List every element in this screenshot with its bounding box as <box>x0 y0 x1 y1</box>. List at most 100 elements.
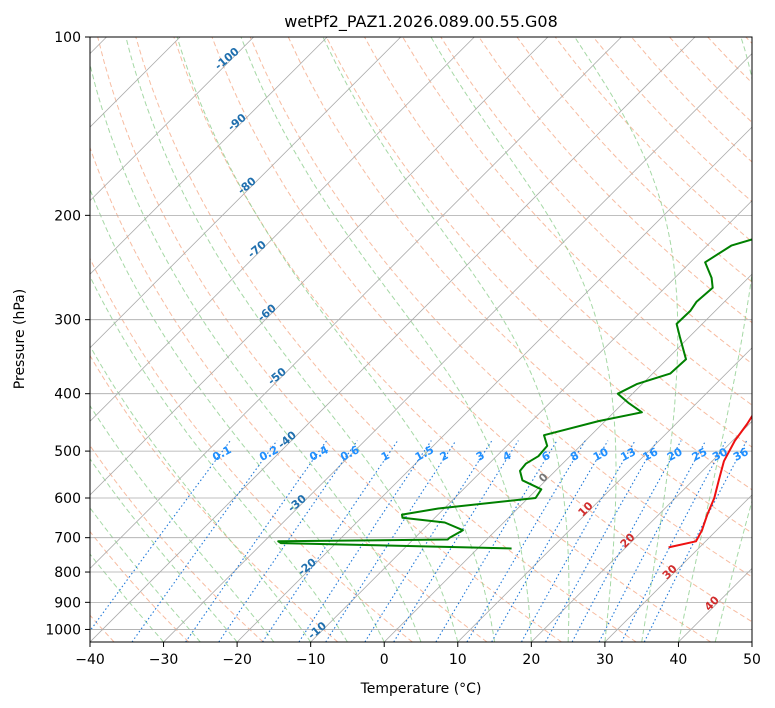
dry-adiabat <box>440 37 752 365</box>
y-tick-label: 1000 <box>45 622 81 638</box>
x-tick-label: 30 <box>596 652 614 668</box>
mixing-ratio-label: 13 <box>618 445 638 464</box>
y-axis-label: Pressure (hPa) <box>12 289 28 389</box>
x-tick-label: −20 <box>222 652 252 668</box>
dry-adiabat <box>478 37 752 324</box>
isotherm <box>457 347 752 642</box>
dry-adiabat <box>745 37 752 44</box>
mixing-ratio-label: 0.4 <box>307 443 331 464</box>
mixing-ratio-line <box>643 440 748 642</box>
x-axis: −40 −30 −20 −10 0 10 20 30 40 50 <box>75 642 761 668</box>
x-tick-label: −40 <box>75 652 105 668</box>
y-tick-label: 700 <box>54 531 81 547</box>
mixing-ratio-line <box>435 440 558 642</box>
y-tick-label: 900 <box>54 595 81 611</box>
mixing-ratio-line <box>185 440 328 642</box>
mixing-ratio-line <box>598 440 707 642</box>
dry-adiabat <box>707 37 752 84</box>
moist-adiabat <box>714 498 752 642</box>
dry-adiabat <box>249 37 752 578</box>
y-tick-label: 400 <box>54 387 81 403</box>
x-tick-label: 50 <box>743 652 761 668</box>
dry-adiabat <box>90 530 189 642</box>
dry-adiabat <box>90 354 339 642</box>
mixing-ratio-line <box>571 440 682 642</box>
isotherm <box>310 200 752 642</box>
dry-adiabat <box>90 444 264 642</box>
dry-adiabat-label: -20 <box>295 555 319 578</box>
mixing-ratio-line <box>262 440 399 642</box>
dewpoint-profile-line <box>277 238 752 550</box>
isotherm <box>383 273 752 642</box>
mixing-ratio-label: 36 <box>731 445 751 464</box>
mixing-ratio-label: 0.2 <box>257 443 280 464</box>
moist-adiabat <box>90 507 201 642</box>
dry-adiabat <box>173 37 711 642</box>
mixing-ratio-line <box>131 440 278 642</box>
mixing-ratio-label: 20 <box>665 445 685 464</box>
dry-adiabat-label: -100 <box>212 45 242 73</box>
dry-adiabat <box>97 37 562 642</box>
temperature-profile-line <box>668 414 752 549</box>
x-tick-label: 20 <box>522 652 540 668</box>
moist-adiabat <box>90 457 238 642</box>
dry-adiabat <box>90 257 413 642</box>
dry-adiabat-label: -30 <box>285 492 309 515</box>
mixing-ratio-line <box>521 440 636 642</box>
isotherm <box>90 37 402 349</box>
isotherm <box>604 494 752 642</box>
dry-adiabat-label: -10 <box>305 619 329 642</box>
y-tick-label: 800 <box>54 565 81 581</box>
mixing-ratio-label: 25 <box>690 445 710 464</box>
x-axis-label: Temperature (°C) <box>360 681 482 697</box>
dry-adiabat <box>554 37 752 243</box>
y-tick-label: 200 <box>54 208 81 224</box>
y-tick-label: 600 <box>54 491 81 507</box>
dry-adiabat-label: -70 <box>245 238 269 261</box>
dry-adiabat <box>592 37 752 203</box>
x-tick-label: 0 <box>380 652 389 668</box>
x-tick-label: −10 <box>296 652 326 668</box>
plot-frame <box>89 36 753 643</box>
moist-adiabat <box>90 188 385 642</box>
profile-series <box>277 238 752 550</box>
isotherm <box>90 37 254 202</box>
moist-adiabat <box>90 345 312 642</box>
dry-adiabat <box>211 37 752 623</box>
mixing-ratio-label: 10 <box>591 445 611 464</box>
mixing-ratio-line <box>393 440 519 642</box>
moist-adiabat <box>430 37 617 642</box>
mixing-ratio-line <box>364 440 493 642</box>
dry-adiabat-label: -60 <box>255 301 279 324</box>
mixing-ratio-line <box>491 440 609 642</box>
isotherm <box>678 567 752 642</box>
x-tick-label: −30 <box>149 652 179 668</box>
moist-adiabat <box>322 37 570 642</box>
isotherm <box>90 37 549 496</box>
dry-adiabat <box>402 37 752 406</box>
dry-adiabat <box>90 146 488 642</box>
moist-adiabat <box>677 37 752 642</box>
mixing-ratio-line <box>90 440 231 632</box>
y-tick-label: 100 <box>54 30 81 46</box>
chart-title: wetPf2_PAZ1.2026.089.00.55.G08 <box>284 12 558 32</box>
moist-adiabat <box>176 37 496 642</box>
moist-adiabat <box>125 37 459 642</box>
mixing-ratio-line <box>466 440 586 642</box>
y-tick-label: 500 <box>54 444 81 460</box>
line-labels: 0.1 0.2 0.4 0.6 1 1.5 2 3 4 6 8 10 13 16 20 25 30 36-100-… <box>210 45 751 642</box>
moist-adiabat <box>90 62 422 642</box>
moist-adiabat-label: 20 <box>618 530 638 550</box>
isotherm <box>236 126 752 642</box>
dry-adiabat <box>631 37 752 163</box>
dry-adiabat <box>516 37 752 283</box>
isotherm <box>90 37 475 422</box>
mixing-ratio-line <box>545 440 658 642</box>
mixing-ratio-line <box>218 440 358 642</box>
mixing-ratio-line <box>325 440 457 642</box>
y-tick-label: 300 <box>54 313 81 329</box>
dry-adiabat-label: -50 <box>265 365 289 388</box>
isotherm <box>751 641 752 642</box>
dry-adiabat <box>325 37 752 491</box>
